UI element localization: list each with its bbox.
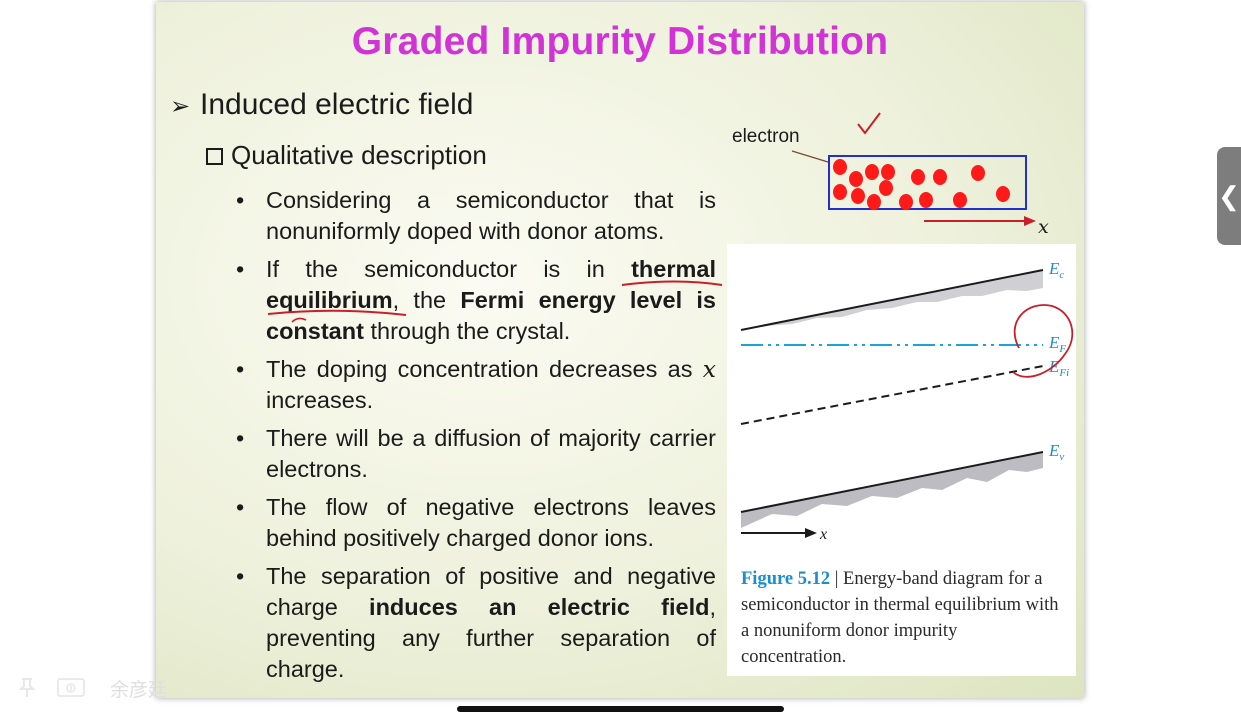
username-label: 余彦廷 (110, 679, 168, 701)
electron-dot (833, 159, 847, 175)
level2-text: Qualitative description (231, 140, 487, 170)
electron-dot (849, 171, 863, 187)
ec-line (740, 269, 1044, 331)
camera-icon[interactable] (56, 676, 86, 698)
list-item: • If the semiconductor is in thermal equi… (236, 256, 716, 344)
presentation-slide: Graded Impurity Distribution ➢ Induced el… (156, 2, 1084, 698)
list-item: • The flow of negative electrons leaves b… (236, 494, 716, 551)
ev-line (740, 451, 1044, 513)
chevron-left-icon: ❮ (1218, 180, 1240, 211)
checkbox-bullet-icon (206, 148, 223, 165)
ev-label: Ev (1048, 441, 1064, 463)
pin-icon[interactable] (16, 676, 38, 698)
bullet-level1: ➢ Induced electric field (170, 88, 474, 122)
slide-title: Graded Impurity Distribution (351, 20, 889, 63)
electron-diagram: x (791, 112, 1049, 238)
list-item: • The doping concentration decreases as x… (236, 355, 716, 413)
electron-dot (911, 169, 925, 185)
level1-text: Induced electric field (200, 88, 474, 121)
electron-pointer-line (791, 150, 829, 163)
electron-dot (996, 186, 1010, 202)
electron-dot (865, 164, 879, 180)
bullet-list: • Considering a semiconductor that is non… (234, 185, 716, 692)
ef-label: EF (1048, 333, 1066, 355)
figure-caption: Figure 5.12 | Energy-band diagram for a … (741, 566, 1066, 670)
figure-x-label: x (819, 526, 827, 543)
axis-x-label: x (1038, 216, 1049, 238)
electron-dot (971, 165, 985, 181)
electron-dot (919, 192, 933, 208)
figure-number: Figure 5.12 (741, 569, 831, 589)
electron-dots (833, 159, 1010, 210)
energy-band-figure: Ec EF EFi Ev x Figure 5.12 | Energy-band… (727, 244, 1076, 676)
ink-circle-annotation (1012, 304, 1074, 378)
electron-label: electron (732, 126, 800, 147)
list-item: • Considering a semiconductor that is non… (236, 187, 716, 244)
arrow-bullet-icon: ➢ (170, 93, 191, 120)
bold-thermal-equilibrium: thermal equilibrium (266, 256, 716, 313)
list-item: • There will be a diffusion of majority c… (236, 425, 716, 482)
electron-dot (899, 194, 913, 210)
home-indicator[interactable] (457, 706, 784, 712)
checkmark-annotation (857, 112, 881, 135)
efi-line (740, 365, 1044, 425)
band-diagram: Ec EF EFi Ev x (740, 259, 1074, 543)
electron-dot (867, 194, 881, 210)
bold-fermi-level: Fermi energy level is constant (266, 287, 716, 344)
bold-induces-field: induces an electric field (369, 594, 710, 620)
valence-band-shade (741, 452, 1043, 528)
electron-dot (833, 184, 847, 200)
crystal-box (828, 155, 1027, 210)
electron-dot (879, 180, 893, 196)
ec-label: Ec (1048, 259, 1064, 281)
electron-dot (933, 169, 947, 185)
ink-annotations-text (267, 280, 723, 323)
electron-dot (851, 188, 865, 204)
electron-dot (953, 192, 967, 208)
electron-dot (881, 164, 895, 180)
caption-text: | Energy-band diagram for a semiconducto… (741, 569, 1059, 667)
list-item: • The separation of positive and negative… (236, 563, 716, 682)
side-panel-tab[interactable]: ❮ (1217, 147, 1241, 245)
bullet-level2: Qualitative description (206, 140, 487, 171)
